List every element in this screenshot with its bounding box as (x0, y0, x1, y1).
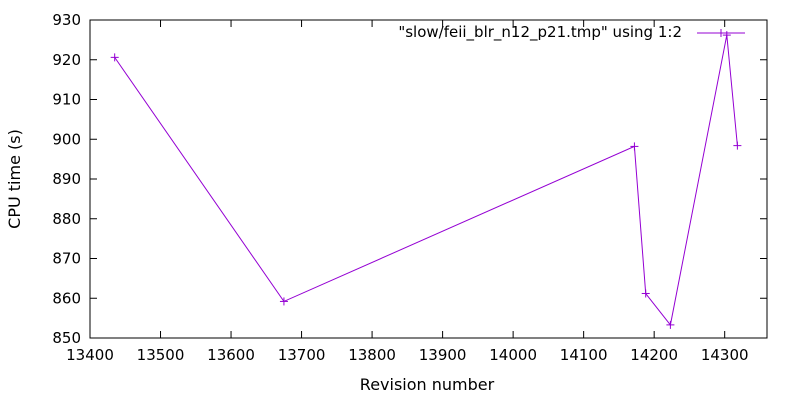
series-line (114, 35, 738, 327)
y-tick-label: 880 (52, 210, 81, 228)
x-tick-label: 13400 (66, 346, 114, 364)
y-tick-label: 890 (52, 170, 81, 188)
x-axis: 13400 13500 13600 13700 13800 13900 14000 14100… (66, 20, 749, 364)
y-tick-label: 900 (52, 130, 81, 148)
data-point-marker (666, 320, 675, 329)
y-axis: 850 860 870 880 890 900 910 920 930 (52, 11, 767, 347)
y-tick-label: 850 (52, 329, 81, 347)
x-tick-label: 14200 (630, 346, 678, 364)
data-point-marker (630, 142, 639, 151)
y-tick-label: 910 (52, 91, 81, 109)
y-tick-label: 870 (52, 250, 81, 268)
series-layer (110, 31, 742, 329)
x-tick-label: 13600 (207, 346, 255, 364)
data-point-marker (733, 141, 742, 150)
plot-frame (89, 19, 768, 339)
legend-label: "slow/feii_blr_n12_p21.tmp" using 1:2 (398, 23, 682, 42)
x-tick-label: 13800 (348, 346, 396, 364)
data-point-marker (110, 53, 119, 62)
x-tick-label: 14300 (701, 346, 749, 364)
x-tick-label: 13500 (137, 346, 185, 364)
x-tick-label: 13900 (419, 346, 467, 364)
x-axis-title: Revision number (360, 375, 495, 394)
y-tick-label: 860 (52, 289, 81, 307)
legend-marker (717, 29, 725, 37)
y-axis-title: CPU time (s) (5, 129, 24, 229)
data-point-marker (722, 31, 731, 40)
data-point-marker (279, 297, 288, 306)
y-tick-label: 920 (52, 51, 81, 69)
x-tick-label: 13700 (278, 346, 326, 364)
x-tick-label: 14100 (560, 346, 608, 364)
data-point-marker (641, 289, 650, 298)
y-tick-label: 930 (52, 11, 81, 29)
x-tick-label: 14000 (489, 346, 537, 364)
legend: "slow/feii_blr_n12_p21.tmp" using 1:2 (398, 23, 745, 42)
